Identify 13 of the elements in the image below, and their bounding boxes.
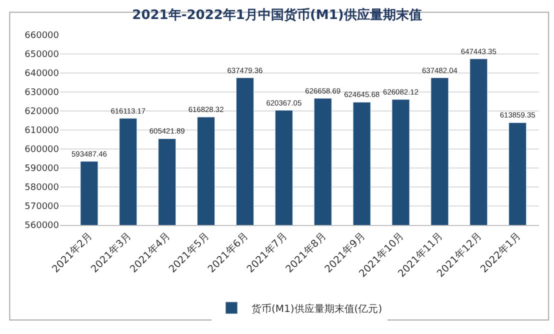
legend-label: 货币(M1)供应量期末值(亿元) bbox=[252, 302, 382, 315]
chart-title: 2021年-2022年1月中国货币(M1)供应量期末值 bbox=[132, 7, 422, 24]
y-tick-label: 580000 bbox=[24, 183, 60, 194]
y-tick-label: 610000 bbox=[24, 126, 60, 136]
y-tick-label: 660000 bbox=[24, 31, 60, 42]
y-tick-label: 600000 bbox=[24, 145, 60, 156]
y-tick-label: 640000 bbox=[24, 69, 60, 80]
y-tick-label: 590000 bbox=[24, 164, 60, 174]
y-tick-label: 570000 bbox=[24, 202, 60, 212]
y-tick-label: 560000 bbox=[24, 221, 60, 232]
y-tick-label: 620000 bbox=[24, 107, 60, 118]
y-tick-label: 650000 bbox=[24, 50, 60, 60]
y-tick-label: 630000 bbox=[24, 88, 60, 98]
